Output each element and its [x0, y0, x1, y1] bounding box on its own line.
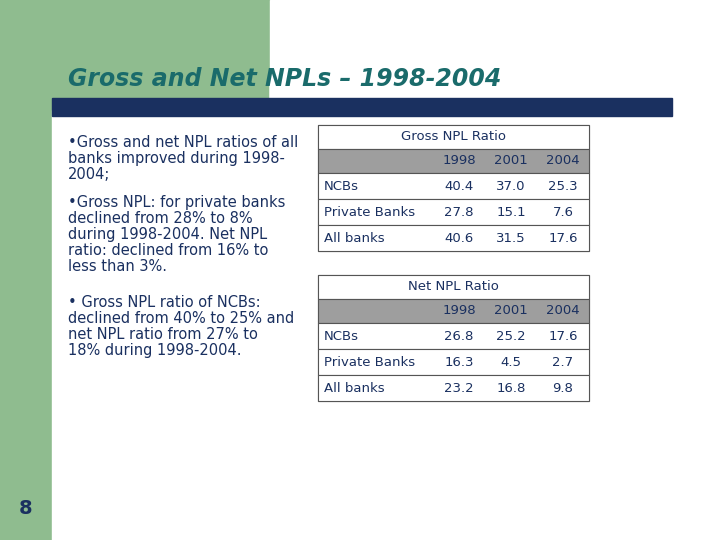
Text: 16.8: 16.8	[496, 381, 526, 395]
Bar	[318, 125, 589, 149]
Text: 4.5: 4.5	[500, 355, 521, 368]
Text: 15.1: 15.1	[496, 206, 526, 219]
Text: net NPL ratio from 27% to: net NPL ratio from 27% to	[68, 327, 258, 342]
Text: 2.7: 2.7	[552, 355, 574, 368]
Text: 2004;: 2004;	[68, 167, 110, 182]
Bar	[318, 349, 589, 375]
Bar	[0, 0, 270, 110]
Text: 40.4: 40.4	[444, 179, 474, 192]
Text: 16.3: 16.3	[444, 355, 474, 368]
Text: 9.8: 9.8	[552, 381, 573, 395]
Text: Gross NPL Ratio: Gross NPL Ratio	[401, 131, 506, 144]
Text: declined from 40% to 25% and: declined from 40% to 25% and	[68, 311, 294, 326]
Text: 1998: 1998	[442, 154, 476, 167]
Text: Gross and Net NPLs – 1998-2004: Gross and Net NPLs – 1998-2004	[68, 67, 501, 91]
Text: •Gross NPL: for private banks: •Gross NPL: for private banks	[68, 195, 285, 210]
Text: Net NPL Ratio: Net NPL Ratio	[408, 280, 499, 294]
Text: 27.8: 27.8	[444, 206, 474, 219]
Bar	[0, 0, 52, 540]
Polygon shape	[270, 80, 300, 140]
Text: 26.8: 26.8	[444, 329, 474, 342]
Text: 2001: 2001	[494, 154, 528, 167]
Text: 17.6: 17.6	[548, 232, 577, 245]
Text: All banks: All banks	[324, 232, 384, 245]
Text: during 1998-2004. Net NPL: during 1998-2004. Net NPL	[68, 227, 267, 242]
Bar	[318, 275, 589, 401]
Bar	[318, 125, 589, 251]
Text: 25.3: 25.3	[548, 179, 578, 192]
Text: 31.5: 31.5	[496, 232, 526, 245]
Text: •Gross and net NPL ratios of all: •Gross and net NPL ratios of all	[68, 135, 298, 150]
Bar	[270, 0, 720, 110]
Text: All banks: All banks	[324, 381, 384, 395]
Text: Private Banks: Private Banks	[324, 355, 415, 368]
Text: less than 3%.: less than 3%.	[68, 259, 167, 274]
Text: 18% during 1998-2004.: 18% during 1998-2004.	[68, 343, 241, 358]
Text: Private Banks: Private Banks	[324, 206, 415, 219]
Text: declined from 28% to 8%: declined from 28% to 8%	[68, 211, 253, 226]
Bar	[52, 98, 672, 116]
Bar	[318, 173, 589, 199]
Text: 2001: 2001	[494, 305, 528, 318]
Text: • Gross NPL ratio of NCBs:: • Gross NPL ratio of NCBs:	[68, 295, 261, 310]
Text: NCBs: NCBs	[324, 329, 359, 342]
Text: 2004: 2004	[546, 305, 580, 318]
Polygon shape	[270, 85, 295, 110]
Text: 23.2: 23.2	[444, 381, 474, 395]
Text: banks improved during 1998-: banks improved during 1998-	[68, 151, 285, 166]
Text: 17.6: 17.6	[548, 329, 577, 342]
Bar	[318, 149, 589, 173]
Text: NCBs: NCBs	[324, 179, 359, 192]
Bar	[318, 199, 589, 225]
Text: 7.6: 7.6	[552, 206, 574, 219]
Bar	[318, 275, 589, 299]
Text: 25.2: 25.2	[496, 329, 526, 342]
Text: 37.0: 37.0	[496, 179, 526, 192]
Text: ratio: declined from 16% to: ratio: declined from 16% to	[68, 243, 269, 258]
Text: 2004: 2004	[546, 154, 580, 167]
Bar	[318, 323, 589, 349]
Bar	[52, 110, 720, 540]
Text: 8: 8	[19, 499, 33, 518]
Bar	[318, 225, 589, 251]
Bar	[318, 375, 589, 401]
Text: 40.6: 40.6	[444, 232, 474, 245]
Text: 1998: 1998	[442, 305, 476, 318]
Bar	[318, 299, 589, 323]
